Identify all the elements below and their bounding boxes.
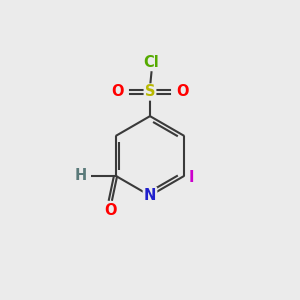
- Text: H: H: [75, 168, 87, 183]
- Text: O: O: [112, 85, 124, 100]
- Text: O: O: [104, 203, 116, 218]
- Text: O: O: [176, 85, 188, 100]
- Text: I: I: [188, 170, 194, 185]
- Text: Cl: Cl: [144, 55, 159, 70]
- Text: S: S: [145, 85, 155, 100]
- Text: N: N: [144, 188, 156, 203]
